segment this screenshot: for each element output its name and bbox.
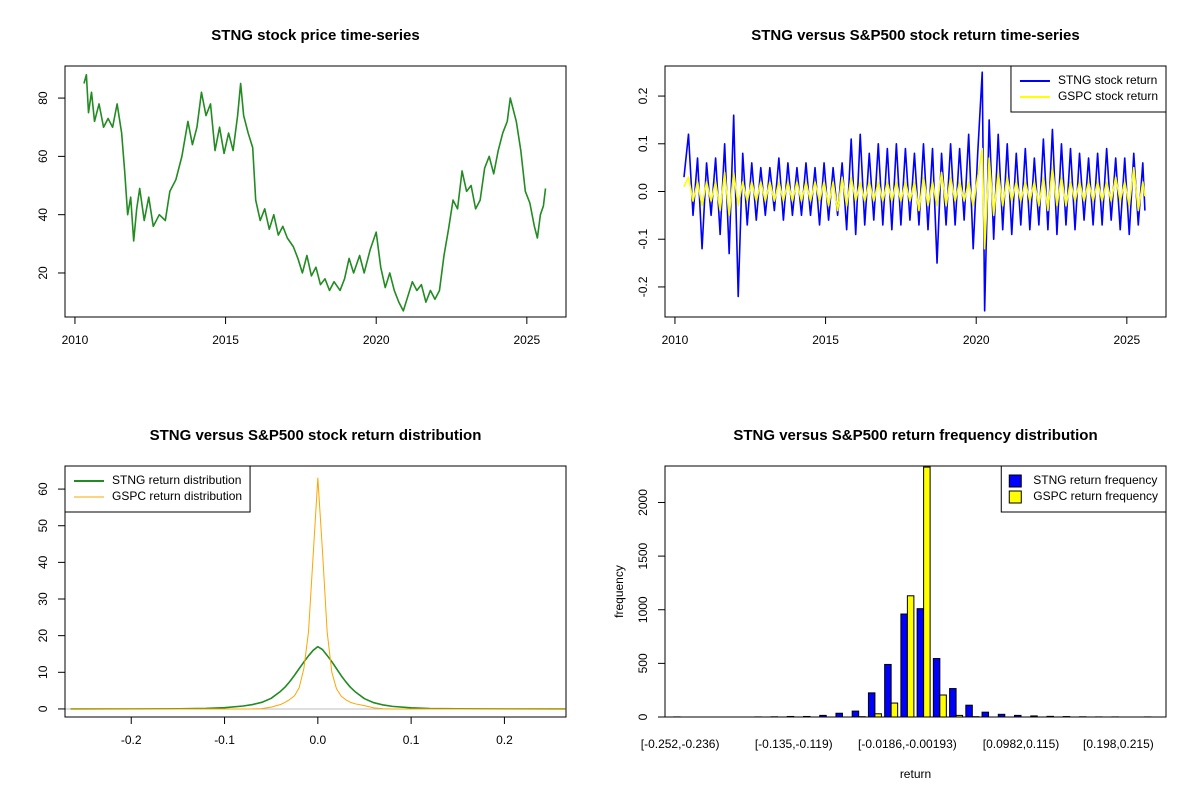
bar	[867, 692, 876, 717]
legend-label: GSPC return distribution	[112, 489, 242, 503]
legend-label: STNG return distribution	[112, 473, 241, 487]
bar	[916, 608, 925, 717]
legend-box	[1000, 465, 1167, 513]
y-tick-label: 40	[36, 208, 50, 222]
x-tick-label: [-0.0186,-0.00193)	[858, 737, 957, 751]
legend: STNG return frequency GSPC return frequen…	[1000, 465, 1167, 513]
y-tick-label: 60	[36, 482, 50, 496]
series-line	[83, 73, 547, 312]
bar	[1030, 715, 1038, 717]
x-tick-label: -0.2	[121, 733, 142, 747]
x-tick-label: 2025	[1113, 333, 1140, 347]
bar	[819, 714, 827, 717]
x-tick-label: 0.0	[309, 733, 326, 747]
y-tick-label: 0	[36, 705, 50, 712]
y-axis-label: frequency	[612, 565, 626, 618]
y-tick-label: 80	[36, 91, 50, 105]
bar	[890, 702, 899, 717]
bar	[1014, 714, 1022, 717]
series-line	[683, 147, 1146, 250]
plot-frame	[664, 465, 1167, 718]
legend-label: GSPC return frequency	[1033, 489, 1158, 503]
y-tick-label: 1000	[636, 596, 650, 623]
y-tick-label: 2000	[636, 489, 650, 516]
y-tick-label: 1500	[636, 542, 650, 569]
bar	[835, 712, 843, 717]
x-tick-label: 2010	[662, 333, 689, 347]
panel: STNG versus S&P500 stock return time-ser…	[636, 27, 1167, 347]
bar	[884, 663, 892, 717]
bar	[949, 688, 957, 717]
chart-title: STNG stock price time-series	[211, 27, 419, 44]
y-tick-label: -0.1	[636, 229, 650, 250]
chart-title: STNG versus S&P500 stock return time-ser…	[751, 27, 1079, 44]
x-tick-label: 2020	[363, 333, 390, 347]
legend-box	[64, 465, 251, 513]
panel: STNG versus S&P500 return frequency dist…	[612, 427, 1167, 781]
x-tick-label: [-0.135,-0.119)	[755, 737, 833, 751]
bar	[965, 704, 973, 717]
x-tick-label: 2025	[513, 333, 540, 347]
y-tick-label: 30	[36, 592, 50, 606]
x-tick-label: 2015	[812, 333, 839, 347]
plot-frame	[64, 465, 567, 718]
plot-frame	[64, 65, 567, 318]
legend-swatch	[1008, 490, 1022, 504]
x-tick-label: 0.1	[403, 733, 420, 747]
chart-title: STNG versus S&P500 stock return distribu…	[150, 427, 482, 444]
bar	[939, 694, 947, 717]
y-tick-label: 20	[36, 266, 50, 280]
plot-area	[65, 477, 566, 710]
y-tick-label: 0	[636, 713, 650, 720]
legend: STNG stock return GSPC stock return	[1010, 65, 1167, 113]
bar	[906, 595, 915, 717]
legend-box	[1010, 65, 1167, 113]
y-tick-label: 40	[36, 555, 50, 569]
legend-label: GSPC stock return	[1058, 89, 1158, 103]
y-tick-label: -0.2	[636, 276, 650, 297]
chart-title: STNG versus S&P500 return frequency dist…	[733, 427, 1097, 444]
x-tick-label: [0.0982,0.115)	[983, 737, 1060, 751]
plot-frame	[664, 65, 1167, 318]
y-tick-label: 20	[36, 629, 50, 643]
bar	[955, 714, 964, 717]
panel: STNG stock price time-series 20 40 60 80 2010…	[36, 27, 567, 347]
x-tick-label: -0.1	[214, 733, 235, 747]
bar	[923, 466, 931, 717]
y-tick-label: 500	[636, 653, 650, 673]
legend-label: STNG return frequency	[1033, 473, 1157, 487]
legend: STNG return distribution GSPC return dist…	[64, 465, 251, 513]
series-line	[70, 645, 566, 710]
plot-area	[683, 71, 1146, 312]
series-line	[70, 477, 566, 710]
bar	[900, 613, 908, 717]
y-tick-label: 50	[36, 519, 50, 533]
x-tick-label: [-0.252,-0.236)	[641, 737, 720, 751]
x-axis-label: return	[900, 767, 931, 781]
series-line	[683, 71, 1146, 312]
x-tick-label: 0.2	[496, 733, 513, 747]
panel: STNG versus S&P500 stock return distribu…	[36, 427, 567, 747]
x-tick-label: 2020	[963, 333, 990, 347]
y-tick-label: 0.0	[636, 183, 650, 200]
legend-swatch	[1008, 474, 1022, 488]
plot-area	[83, 73, 547, 312]
x-tick-label: [0.198,0.215)	[1083, 737, 1154, 751]
bar	[932, 658, 941, 717]
y-tick-label: 10	[36, 665, 50, 679]
bar	[981, 711, 990, 717]
legend-label: STNG stock return	[1058, 73, 1157, 87]
y-tick-label: 0.2	[636, 87, 650, 104]
x-tick-label: 2010	[62, 333, 89, 347]
y-tick-label: 60	[36, 149, 50, 163]
x-tick-label: 2015	[212, 333, 239, 347]
bar	[851, 710, 860, 717]
y-tick-label: 0.1	[636, 135, 650, 152]
